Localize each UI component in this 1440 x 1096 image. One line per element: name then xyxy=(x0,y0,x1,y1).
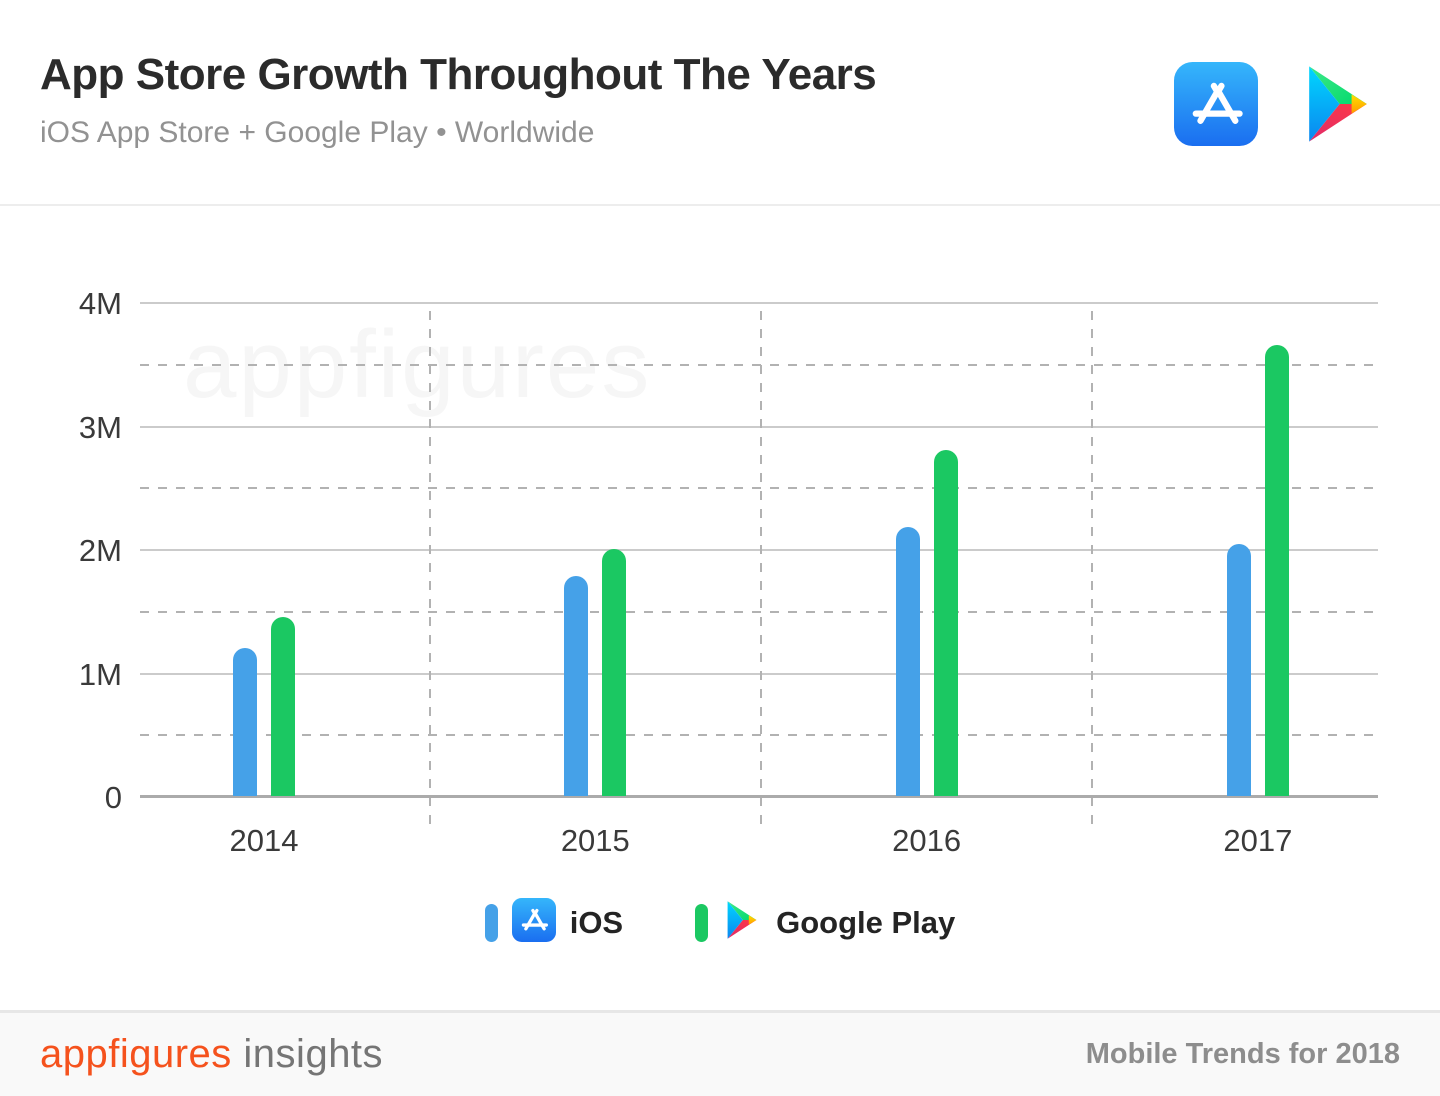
y-tick-label: 2M xyxy=(78,533,122,568)
legend-item-google-play: Google Play xyxy=(695,898,955,947)
gridline-vertical-separator xyxy=(1091,311,1094,825)
app-store-icon xyxy=(1174,62,1258,151)
gridline-solid xyxy=(140,672,1378,675)
bar-ios-2017 xyxy=(1226,544,1251,796)
footer: appfigures insights Mobile Trends for 20… xyxy=(0,1010,1440,1096)
y-tick-label: 0 xyxy=(104,780,122,815)
x-tick-label: 2016 xyxy=(892,823,962,858)
x-axis-line xyxy=(140,795,1378,798)
gridline-vertical-separator xyxy=(428,311,431,825)
x-tick-label: 2015 xyxy=(560,823,630,858)
y-tick-label: 3M xyxy=(78,409,122,445)
bar-google-play-2017 xyxy=(1264,345,1289,796)
bar-google-play-2015 xyxy=(602,549,627,796)
brand-suffix: insights xyxy=(243,1032,384,1076)
bar-google-play-2016 xyxy=(933,450,958,796)
google-play-swatch xyxy=(695,903,709,942)
page-subtitle: iOS App Store + Google Play • Worldwide xyxy=(40,116,595,149)
gridline-solid xyxy=(140,549,1378,551)
legend-label-ios: iOS xyxy=(569,904,624,940)
legend-item-ios: iOS xyxy=(484,898,624,947)
x-tick-label: 2017 xyxy=(1223,823,1293,858)
legend-label-google-play: Google Play xyxy=(776,904,956,940)
bar-ios-2016 xyxy=(895,526,920,796)
page-title: App Store Growth Throughout The Years xyxy=(40,50,877,99)
gridline-vertical-separator xyxy=(759,311,762,825)
plot-area: 4M 3M 2M 1M 0 2014 2015 2016 2017 xyxy=(79,286,1378,858)
y-tick-label: 4M xyxy=(78,286,122,321)
gridline-solid xyxy=(140,302,1378,304)
bar-ios-2014 xyxy=(233,647,257,796)
store-icons xyxy=(1174,60,1378,153)
ios-swatch xyxy=(484,903,498,942)
gridline-dashed xyxy=(140,487,1378,490)
y-tick-label: 1M xyxy=(78,656,122,692)
brand-logo: appfigures insights xyxy=(40,1032,383,1077)
gridline-dashed xyxy=(140,363,1378,366)
header: App Store Growth Throughout The Years iO… xyxy=(40,50,877,150)
legend: iOS xyxy=(0,898,1440,947)
bar-ios-2015 xyxy=(564,576,589,796)
header-divider xyxy=(0,204,1440,206)
google-play-icon xyxy=(722,898,762,947)
gridline-dashed xyxy=(140,610,1378,613)
brand-name: appfigures xyxy=(40,1032,232,1076)
app-store-icon xyxy=(511,898,556,947)
footer-report-title: Mobile Trends for 2018 xyxy=(1085,1038,1400,1070)
gridline-dashed xyxy=(140,734,1378,737)
bar-google-play-2014 xyxy=(271,616,295,796)
gridline-solid xyxy=(140,425,1378,428)
google-play-icon xyxy=(1298,60,1378,153)
x-tick-label: 2014 xyxy=(229,823,299,858)
